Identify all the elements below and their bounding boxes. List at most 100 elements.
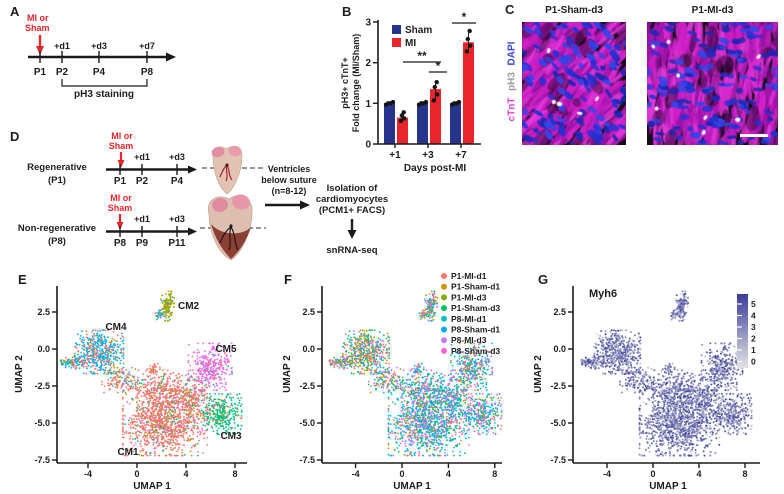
legend-dot-7 [441,347,447,354]
cluster-label-cm5: CM5 [215,344,237,355]
legend-label-1: P1-Sham-d1 [451,282,500,292]
e-ytick-1: 0.0 [37,344,50,354]
staining-bracket-label: pH3 staining [74,89,134,100]
panel-c-label: C [505,2,515,17]
cluster-label-cm3: CM3 [220,431,242,442]
colorbar-tick-0: 0 [751,357,756,367]
b-xtick-7: +7 [455,150,467,161]
panel-f-label: F [284,272,292,287]
group1-p2: P2 [136,176,149,187]
sig-star-1: ** [417,49,427,63]
legend-dot-5 [441,326,447,333]
microscopy-title-sham: P1-Sham-d3 [545,5,603,16]
g-ytick-0: 2.5 [553,307,566,317]
injection-arrow-icon [36,35,44,55]
g-axes [568,286,760,468]
legend-label-2: P1-MI-d3 [451,292,487,302]
timepoint-d3: +d3 [91,41,107,51]
group1-timeline-axis [106,164,197,175]
group2-d3: +d3 [169,214,185,224]
microscopy-image-mi [647,22,778,145]
group2-p11: P11 [168,238,186,249]
expression-colorbar: 5 4 3 2 1 0 [737,294,756,368]
panel-f-umap-samples: F 2.5 0.0 -2.5 -5.0 -7.5 -4 0 4 8 UMAP 1… [282,271,503,492]
panel-b-label: B [342,4,351,19]
panel-e-label: E [18,272,27,287]
group1-age: (P1) [48,175,66,186]
timepoint-d7: +d7 [139,41,155,51]
e-ytick-2: -2.5 [34,381,50,391]
group1-treatment-line1: MI or [111,131,133,141]
g-xtick-1: 0 [650,469,655,479]
f-xtick-2: 4 [446,469,451,479]
cluster-label-cm4: CM4 [105,322,127,333]
legend-dot-1 [441,283,447,290]
panel-e-umap-clusters: E 2.5 0.0 -2.5 -5.0 -7.5 -4 0 4 8 UMAP 1… [14,272,247,492]
g-xtick-3: 8 [742,469,747,479]
isolation-note-line2: cardiomyocytes [316,194,388,205]
heart-p8-illustration [200,194,266,261]
b-ytick-0: 0 [365,140,371,151]
g-xtick-2: 4 [696,469,701,479]
microscopy-image-sham [522,22,626,145]
f-xtick-3: 8 [492,469,497,479]
cluster-label-cm1: CM1 [117,447,139,458]
group2-treatment-line1: MI or [110,193,132,203]
legend-label-4: P8-MI-d1 [451,314,487,324]
legend-swatch-mi [392,38,401,47]
e-ytick-3: -5.0 [34,418,50,428]
panel-g-label: G [538,272,548,287]
microscopy-title-mi: P1-MI-d3 [691,5,734,16]
panel-g-umap-feature: G Myh6 2.5 0.0 -2.5 -5.0 -7.5 -4 0 4 8 U… [533,272,760,492]
group2-age: (P8) [48,236,66,247]
e-ytick-0: 2.5 [37,307,50,317]
colorbar-gradient [737,294,748,368]
legend-dot-2 [441,294,447,301]
cluster-label-cm2: CM2 [178,301,200,312]
f-ytick-1: 0.0 [302,344,315,354]
g-ytick-3: -5.0 [550,418,566,428]
legend-label-0: P1-MI-d1 [451,271,487,281]
g-ytick-2: -2.5 [550,381,566,391]
group2-timeline-axis [106,226,197,237]
age-p4: P4 [93,67,106,78]
f-sample-legend: P1-MI-d1 P1-Sham-d1 P1-MI-d3 P1-Sham-d3 … [441,271,500,356]
colorbar-tick-5: 5 [751,299,756,309]
g-xtick-0: -4 [603,469,611,479]
ventricles-note-line1: Ventricles [268,164,311,174]
treatment-label-line1: MI or [27,13,49,23]
group2-p9: P9 [136,238,149,249]
g-ylabel: UMAP 2 [533,355,544,393]
e-cluster-labels: CM1 CM2 CM3 CM4 CM5 [105,301,242,458]
panel-a-label: A [10,4,20,19]
colorbar-tick-1: 1 [751,345,756,355]
umap-e-points [59,290,243,457]
timepoint-d1: +d1 [54,41,70,51]
e-xtick-0: -4 [84,469,92,479]
panel-d-experiment-design: D Regenerative (P1) MI or Sham +d1 +d3 P… [10,129,388,261]
f-ytick-0: 2.5 [302,307,315,317]
sig-star-3: * [462,10,467,24]
e-ylabel: UMAP 2 [14,355,25,393]
b-legend: Sham MI [392,25,432,49]
group1-d1: +d1 [134,152,150,162]
legend-label-3: P1-Sham-d3 [451,303,500,313]
age-p8: P8 [141,67,154,78]
f-xlabel: UMAP 1 [393,481,431,492]
group1-injection-arrow-icon [117,152,125,168]
panel-b-bar-chart: B 0 1 2 3 pH3+ cTnT+ Fold change (MI/Sha… [340,4,481,174]
b-xtick-1: +1 [389,150,401,161]
legend-dot-3 [441,305,447,312]
panel-d-label: D [10,129,19,144]
e-ytick-4: -7.5 [34,455,50,465]
umap-f-points [328,290,503,457]
e-axes [52,286,247,468]
age-p2: P2 [56,67,69,78]
heart-p1-illustration [202,145,264,195]
panel-a-timeline: A MI or Sham +d1 +d3 +d7 P1 P2 P4 P8 pH3… [10,4,176,100]
group1-d3: +d3 [169,152,185,162]
sig-star-2: * [436,59,441,73]
isolation-note-line1: Isolation of [327,183,379,194]
b-ylabel-line1: pH3+ cTnT+ [340,57,350,109]
